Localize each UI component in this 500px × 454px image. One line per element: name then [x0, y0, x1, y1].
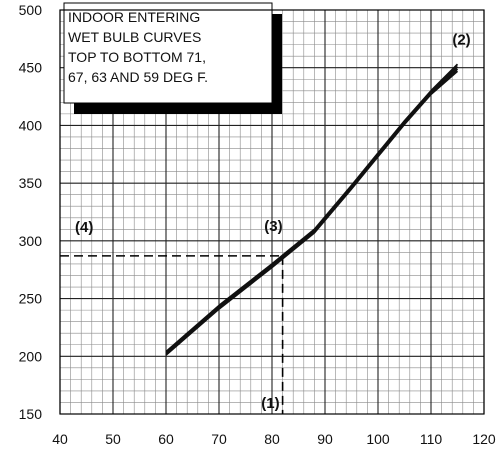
- x-tick-label: 70: [211, 431, 227, 447]
- note-line: TOP TO BOTTOM 71,: [68, 49, 206, 65]
- x-tick-label: 50: [105, 431, 121, 447]
- y-axis-tick-labels: 150 200 250 300 350 400 450 500: [19, 2, 43, 422]
- annotation-note: INDOOR ENTERING WET BULB CURVES TOP TO BOT…: [63, 2, 282, 114]
- y-tick-label: 500: [19, 2, 43, 18]
- y-tick-label: 300: [19, 233, 43, 249]
- y-tick-label: 150: [19, 406, 43, 422]
- note-box: [63, 2, 273, 104]
- x-tick-label: 80: [264, 431, 280, 447]
- x-tick-label: 60: [158, 431, 174, 447]
- y-tick-label: 250: [19, 291, 43, 307]
- y-tick-label: 200: [19, 348, 43, 364]
- x-tick-label: 90: [317, 431, 333, 447]
- note-line: INDOOR ENTERING: [68, 9, 200, 25]
- callout-label: (1): [261, 395, 279, 412]
- wet-bulb-curves: [165, 63, 459, 356]
- y-tick-label: 400: [19, 117, 43, 133]
- x-tick-label: 100: [366, 431, 390, 447]
- callout-label: (2): [452, 31, 470, 48]
- wet-bulb-curve-4: [165, 70, 459, 356]
- callout-labels: (1) (2) (3) (4): [75, 31, 471, 412]
- x-tick-label: 120: [472, 431, 496, 447]
- y-tick-label: 350: [19, 175, 43, 191]
- reference-lines: [60, 255, 284, 414]
- callout-label: (4): [75, 219, 93, 236]
- callout-label: (3): [264, 218, 282, 235]
- x-tick-label: 40: [52, 431, 68, 447]
- note-line: 67, 63 AND 59 DEG F.: [68, 69, 208, 85]
- note-line: WET BULB CURVES: [68, 29, 201, 45]
- x-tick-label: 110: [420, 431, 443, 447]
- y-tick-label: 450: [19, 60, 43, 76]
- x-axis-tick-labels: 40 50 60 70 80 90 100 110 120: [52, 431, 496, 447]
- plot-frame: [59, 9, 485, 415]
